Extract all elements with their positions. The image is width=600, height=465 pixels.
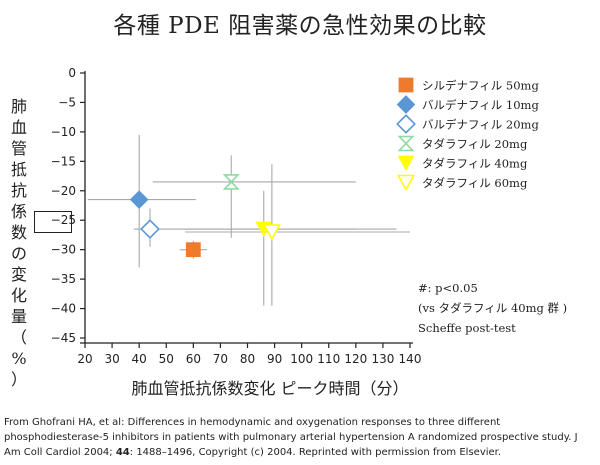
- significance-note: #: p<0.05 (vs タダラフィル 40mg 群 ) Scheffe po…: [418, 278, 567, 338]
- legend-label-3: バルデナフィル 20mg: [422, 118, 539, 132]
- significance-note-line3: Scheffe post-test: [418, 321, 516, 335]
- legend-label-5: タダラフィル 40mg: [422, 157, 528, 171]
- y-axis-label-char: の: [10, 244, 27, 263]
- error-bars: [87, 134, 410, 306]
- x-tick-label: 70: [213, 352, 228, 366]
- citation: From Ghofrani HA, et al: Differences in …: [4, 415, 596, 460]
- y-axis-label-char: %: [11, 349, 27, 368]
- citation-text: From Ghofrani HA, et al: Differences in …: [4, 417, 578, 458]
- y-tick-label: −5: [58, 95, 76, 109]
- y-tick-label: −40: [51, 302, 76, 316]
- x-tick-label: 50: [159, 352, 174, 366]
- citation-text-end: : 1488–1496, Copyright (c) 2004. Reprint…: [129, 447, 502, 458]
- y-axis-label-char: （: [10, 328, 27, 347]
- legend-label-6: タダラフィル 60mg: [422, 176, 528, 190]
- y-tick-label: −15: [51, 154, 76, 168]
- significance-note-line1: #: p<0.05: [418, 281, 478, 295]
- legend-marker-4: [397, 135, 415, 152]
- data-point-2: [129, 190, 149, 209]
- legend-marker-1: [398, 77, 414, 93]
- x-tick-label: 80: [240, 352, 255, 366]
- y-axis-label-char: 血: [10, 118, 27, 137]
- y-tick-label: −10: [51, 125, 76, 139]
- legend-label-2: バルデナフィル 10mg: [422, 98, 539, 112]
- x-tick-label: 120: [344, 352, 367, 366]
- x-tick-label: 60: [186, 352, 201, 366]
- x-tick-label: 20: [77, 352, 92, 366]
- y-axis-label-char: 量: [10, 307, 27, 326]
- y-axis-label-char: 数: [10, 223, 27, 242]
- legend-label-4: タダラフィル 20mg: [422, 137, 528, 151]
- x-tick-label: 100: [290, 352, 313, 366]
- x-tick-label: 110: [317, 352, 340, 366]
- x-tick-label: 30: [104, 352, 119, 366]
- citation-volume: 44: [115, 447, 130, 458]
- y-axis-label-char: ）: [10, 370, 27, 389]
- data-markers: [129, 174, 281, 258]
- data-point-4: [222, 174, 240, 190]
- legend: シルデナフィル 50mg バルデナフィル 10mg バルデナフィル 20mg タダラフ…: [396, 77, 539, 192]
- x-tick-label: 130: [371, 352, 394, 366]
- y-axis-label-char: 変: [10, 265, 27, 284]
- y-tick-label: −35: [51, 272, 76, 286]
- y-axis-label-char: 管: [10, 139, 27, 158]
- y-axis-label-char: 抗: [10, 181, 27, 200]
- y-axis-label-char: 係: [10, 202, 27, 221]
- x-tick-label: 40: [132, 352, 147, 366]
- y-axis-label-char: 肺: [10, 97, 27, 116]
- x-axis-label: 肺血管抵抗係数変化 ピーク時間（分）: [131, 379, 409, 398]
- y-tick-label: −45: [51, 331, 76, 345]
- y-tick-label: 0: [68, 66, 76, 80]
- legend-label-1: シルデナフィル 50mg: [422, 79, 539, 93]
- chart-title: 各種 PDE 阻害薬の急性効果の比較: [113, 13, 487, 39]
- y-tick-label: −25: [51, 213, 76, 227]
- x-tick-label: 90: [267, 352, 282, 366]
- y-axis-label-char: 化: [10, 286, 27, 305]
- legend-marker-2: [396, 95, 416, 114]
- y-axis-label: 肺血管抵抗係数の変化量 （% ）: [5, 96, 33, 390]
- y-axis-label-box: [34, 211, 72, 233]
- legend-marker-6: [396, 174, 416, 192]
- legend-marker-5: [397, 155, 415, 171]
- y-tick-label: −30: [51, 243, 76, 257]
- x-tick-label: 140: [399, 352, 422, 366]
- significance-note-line2: (vs タダラフィル 40mg 群 ): [418, 301, 568, 315]
- data-point-1: [185, 242, 201, 258]
- data-point-3: [140, 219, 160, 239]
- y-axis-label-char: 抵: [10, 160, 27, 179]
- data-point-6: [262, 224, 281, 241]
- y-tick-label: −20: [51, 184, 76, 198]
- legend-marker-3: [396, 114, 416, 134]
